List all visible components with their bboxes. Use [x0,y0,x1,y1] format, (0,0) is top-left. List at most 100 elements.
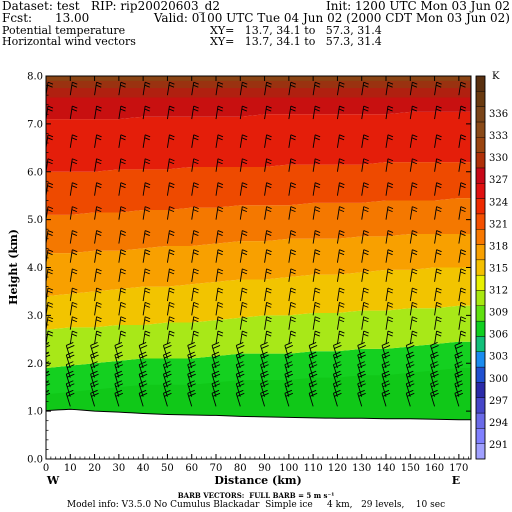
barb-feather [71,319,78,323]
colorbar-cell [475,152,486,169]
barb-feather [236,361,244,366]
colorbar-cell [475,121,486,138]
barb-feather [314,252,320,256]
barb-feather [47,105,54,109]
wind-barb [142,158,151,172]
barb-feather [290,233,296,236]
barb-feather [91,354,99,359]
barb-staff [142,331,146,345]
barb-staff [239,316,243,330]
barb-staff [336,331,340,345]
barb-feather [412,134,418,138]
barb-staff [332,345,338,359]
barb-feather [454,342,463,346]
wind-barb [336,268,345,282]
barb-feather [96,84,102,88]
x-tick-label: 40 [137,463,150,474]
barb-feather [261,383,269,388]
barb-feather [217,105,224,109]
barb-feather [169,158,175,162]
barb-feather [290,84,296,88]
barb-feather [193,158,199,162]
wind-barb [69,287,78,302]
barb-feather [144,134,151,138]
barb-feather [96,230,102,233]
colorbar: K 291 294 297 300 303 306 309 312 315 318 321 324 327… [475,71,508,460]
wind-barb [312,249,321,263]
barb-feather [120,268,127,272]
barb-feather [314,249,321,253]
barb-feather [242,182,248,186]
barb-staff [191,302,195,316]
barb-feather [314,271,320,275]
barb-feather [217,301,224,305]
barb-feather [71,209,78,213]
colorbar-label: 297 [489,396,508,407]
wind-barb [458,230,467,244]
x-axis-label: Distance (km) [214,474,301,487]
barb-feather [144,290,150,294]
barb-staff [409,206,413,220]
wind-barb [239,134,248,148]
wind-barb [211,389,221,407]
barb-staff [166,249,170,263]
barb-staff [308,374,314,388]
barb-feather [290,316,297,320]
barb-feather [387,137,393,141]
y-axis-label: Height (km) [7,229,20,305]
barb-staff [94,106,98,120]
wind-barb [361,287,369,302]
barb-feather [436,301,442,305]
barb-feather [309,392,318,397]
barb-feather [193,209,199,213]
barb-feather [266,81,272,85]
barb-feather [261,345,269,349]
barb-feather [436,268,442,272]
wind-barb [385,182,394,196]
barb-feather [96,330,102,334]
barb-feather [460,105,467,109]
barb-feather [411,333,418,337]
x-tick-label: 150 [401,463,420,474]
barb-feather [436,81,442,85]
valid-time-label: Valid: 0100 UTC Tue 04 Jun 02 (2000 CDT … [153,11,510,25]
wind-barb [90,361,99,378]
barb-staff [94,230,98,244]
barb-feather [314,287,321,291]
barb-feather [115,354,124,359]
barb-feather [284,342,293,346]
wind-barb [138,380,148,397]
barb-feather [96,333,102,337]
wind-barb [235,351,245,369]
wind-barb [430,342,439,359]
colorbar-label: 327 [489,175,508,186]
barb-feather [387,230,394,233]
barb-feather [138,370,147,375]
barb-feather [217,108,223,112]
barb-staff [336,268,340,282]
barb-feather [120,301,127,305]
barb-feather [338,137,345,141]
barb-feather [260,361,268,366]
barb-feather [387,316,394,320]
barb-feather [266,161,272,165]
wind-barb [434,182,442,196]
barb-feather [236,351,244,356]
barb-feather [381,370,390,375]
wind-barb [264,301,272,316]
wind-barb [434,134,442,148]
wind-barb [90,342,99,359]
barb-feather [412,249,418,253]
barb-feather [358,345,366,349]
wind-barb [166,249,175,263]
barb-feather [357,389,365,394]
wind-barb [288,330,297,345]
wind-barb [288,206,297,220]
barb-feather [66,380,74,385]
wind-barb [312,268,321,282]
barb-feather [46,351,50,354]
barb-feather [212,383,221,388]
barb-feather [436,330,442,334]
barb-feather [217,287,224,291]
